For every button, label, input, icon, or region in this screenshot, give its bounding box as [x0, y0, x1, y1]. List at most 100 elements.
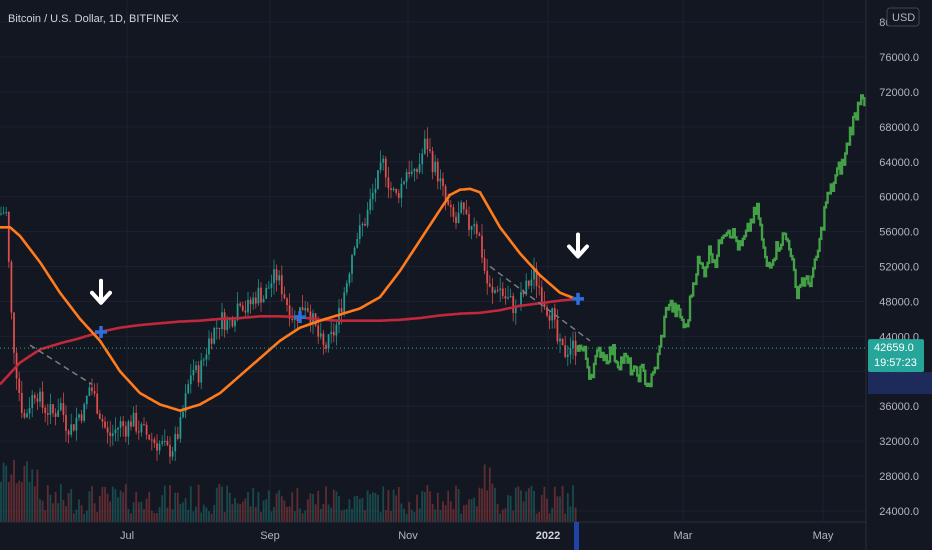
- volume-bar: [20, 482, 23, 522]
- time-scale[interactable]: [0, 522, 932, 550]
- candle-body: [80, 414, 83, 421]
- candle-body: [111, 433, 114, 436]
- candle-body: [10, 261, 13, 313]
- volume-bar: [184, 498, 187, 522]
- candle-body: [351, 255, 353, 274]
- volume-bar: [400, 503, 403, 522]
- volume-bar: [119, 490, 122, 522]
- volume-bar: [247, 491, 249, 522]
- candle-body: [195, 365, 197, 370]
- candle-body: [252, 297, 255, 305]
- volume-bar: [241, 501, 244, 522]
- volume-bar: [340, 510, 343, 522]
- volume-bar: [148, 491, 151, 522]
- candle-body: [254, 297, 257, 304]
- volume-bars: [0, 459, 577, 522]
- volume-bar: [296, 487, 299, 522]
- candle-body: [452, 207, 455, 217]
- volume-bar: [449, 501, 452, 522]
- candle-body: [20, 392, 23, 413]
- volume-bar: [200, 512, 203, 522]
- volume-bar: [145, 498, 148, 522]
- volume-bar: [509, 495, 512, 522]
- candle-body: [62, 403, 65, 416]
- candle-body: [218, 327, 221, 330]
- volume-bar: [572, 485, 574, 522]
- volume-bar: [559, 496, 561, 522]
- volume-bar: [49, 494, 52, 522]
- volume-bar: [257, 492, 260, 522]
- currency-button[interactable]: USD: [886, 7, 920, 27]
- candle-body: [447, 200, 450, 205]
- price-tick-label: 24000.0: [879, 506, 919, 518]
- candle-body: [234, 320, 236, 327]
- candle-body: [319, 333, 322, 337]
- volume-bar: [304, 510, 307, 522]
- volume-bar: [91, 486, 93, 522]
- volume-bar: [182, 502, 184, 522]
- price-tick-label: 28000.0: [879, 471, 919, 483]
- candle-body: [317, 325, 320, 337]
- volume-bar: [122, 492, 125, 522]
- volume-bar: [361, 498, 364, 522]
- time-tick-label: 2022: [536, 530, 560, 542]
- volume-bar: [96, 511, 99, 522]
- candle-body: [260, 287, 262, 303]
- volume-bar: [390, 511, 392, 522]
- volume-bar: [470, 499, 473, 522]
- volume-bar: [413, 511, 416, 522]
- candle-body: [72, 424, 75, 431]
- candle-body: [278, 275, 281, 281]
- candle-body: [148, 434, 151, 440]
- candle-body: [226, 320, 229, 331]
- volume-bar: [431, 503, 434, 522]
- last-price-value: 42659.0: [874, 342, 914, 354]
- volume-bar: [262, 500, 265, 522]
- volume-bar: [481, 488, 483, 522]
- volume-bar: [85, 510, 88, 522]
- candle-body: [478, 233, 481, 236]
- volume-bar: [512, 510, 515, 522]
- volume-bar: [83, 513, 86, 522]
- candle-body: [327, 334, 330, 349]
- candle-body: [127, 421, 130, 437]
- candle-body: [390, 188, 392, 190]
- volume-bar: [556, 496, 559, 522]
- volume-bar: [179, 503, 182, 522]
- volume-bar: [574, 507, 577, 522]
- candle-body: [192, 369, 195, 376]
- candle-body: [132, 412, 135, 427]
- candle-body: [543, 303, 546, 308]
- volume-bar: [174, 492, 177, 522]
- price-scale[interactable]: [866, 0, 932, 522]
- volume-bar: [23, 465, 26, 522]
- projection-line: [576, 94, 872, 388]
- volume-bar: [70, 489, 73, 522]
- candle-body: [540, 287, 543, 304]
- time-tick-label: May: [813, 530, 834, 542]
- trend-line-dashed: [489, 265, 591, 342]
- volume-bar: [163, 485, 166, 522]
- down-arrow-icon: [567, 232, 589, 259]
- candle-body: [520, 292, 522, 307]
- volume-bar: [374, 492, 377, 522]
- volume-bar: [429, 491, 431, 522]
- volume-bar: [127, 508, 130, 522]
- candle-body: [244, 310, 247, 313]
- volume-bar: [335, 491, 338, 522]
- volume-bar: [330, 507, 333, 522]
- volume-bar: [447, 490, 450, 522]
- volume-bar: [439, 509, 442, 522]
- candle-body: [135, 412, 138, 432]
- candle-body: [18, 378, 21, 393]
- down-arrow-head: [567, 244, 589, 259]
- candle-body: [140, 424, 143, 433]
- candle-body: [330, 331, 333, 335]
- candle-body: [273, 269, 275, 284]
- candle-body: [98, 413, 101, 419]
- volume-bar: [41, 500, 44, 522]
- volume-bar: [548, 513, 551, 522]
- volume-bar: [231, 504, 234, 522]
